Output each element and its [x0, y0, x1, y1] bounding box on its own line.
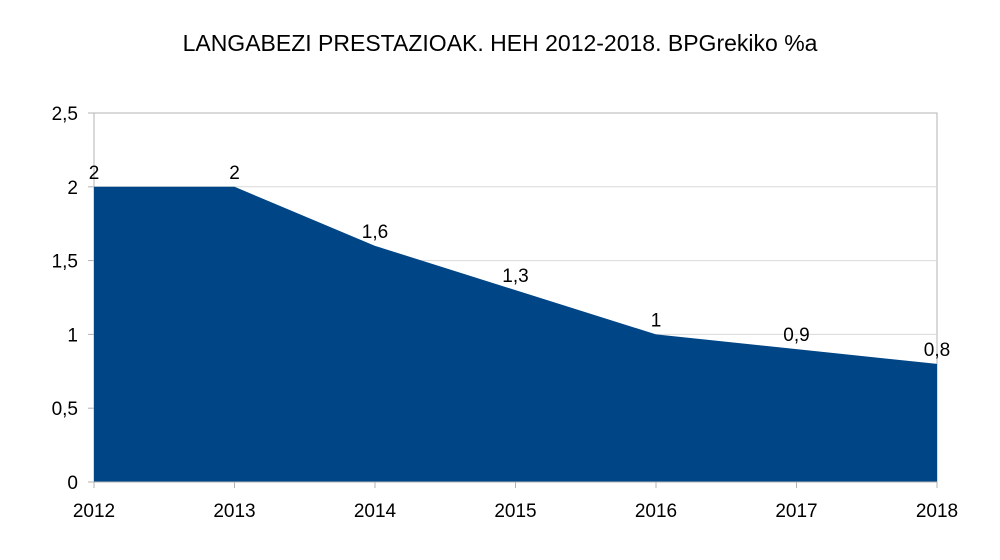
x-tick-label: 2015	[494, 501, 536, 522]
chart-title: LANGABEZI PRESTAZIOAK. HEH 2012-2018. BP…	[182, 30, 818, 56]
x-tick-label: 2016	[635, 501, 677, 522]
data-label: 1,6	[362, 222, 388, 243]
y-tick-label: 1,5	[52, 252, 78, 273]
y-tick-label: 1	[67, 325, 78, 346]
x-tick-label: 2017	[775, 501, 817, 522]
data-label: 2	[229, 163, 240, 184]
data-label: 1,3	[502, 266, 528, 287]
data-label: 2	[89, 163, 100, 184]
area-series	[94, 186, 937, 483]
y-tick-label: 0,5	[52, 399, 78, 420]
data-label: 0,8	[924, 340, 950, 361]
y-tick-label: 0	[67, 473, 78, 494]
x-tick-label: 2018	[916, 501, 958, 522]
x-tick-label: 2013	[213, 501, 255, 522]
x-tick-label: 2012	[73, 501, 115, 522]
y-tick-label: 2	[67, 178, 78, 199]
data-label: 1	[651, 310, 662, 331]
y-tick-label: 2,5	[52, 104, 78, 125]
x-tick-label: 2014	[354, 501, 397, 522]
data-label: 0,9	[783, 325, 809, 346]
